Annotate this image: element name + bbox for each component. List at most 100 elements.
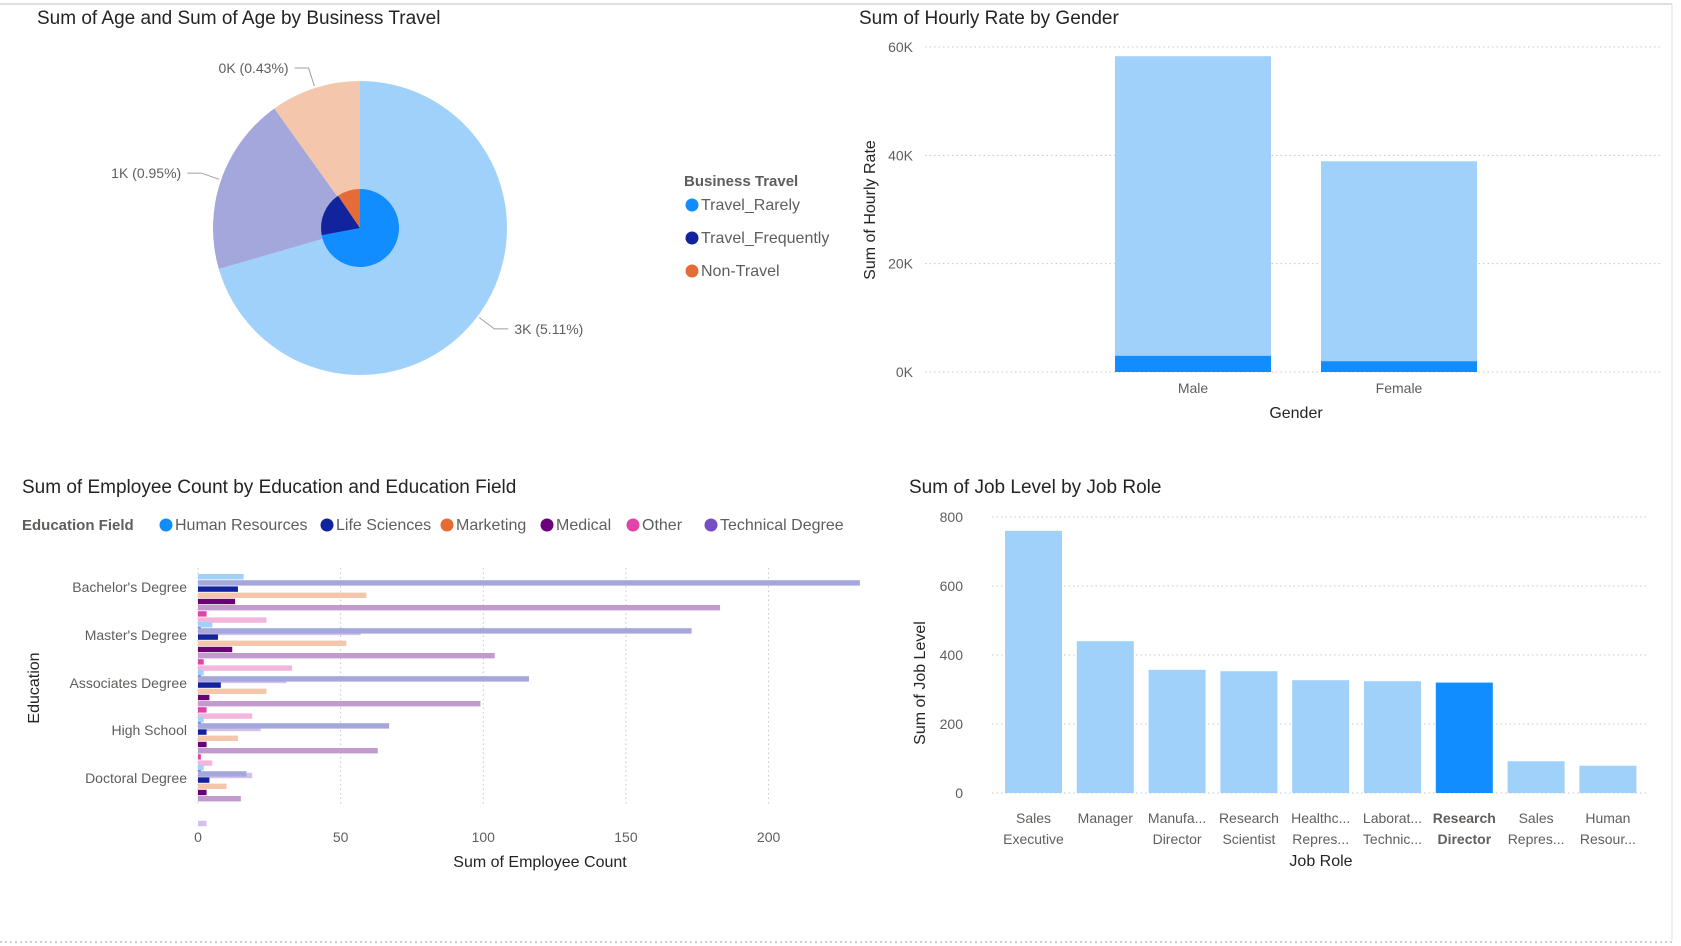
jobrole-x-tick-7-1: Repres... [1508, 831, 1565, 847]
education-bar-1-5[interactable] [198, 653, 495, 659]
jobrole-bar-0[interactable] [1005, 530, 1062, 793]
education-bar-1-6[interactable] [198, 659, 204, 665]
jobrole-bar-6[interactable] [1435, 682, 1493, 793]
pie-legend-item-0[interactable]: Travel_Rarely [701, 197, 800, 214]
jobrole-bar-2[interactable] [1148, 669, 1206, 793]
education-legend-item-3[interactable]: Medical [556, 517, 611, 534]
education-legend-item-0[interactable]: Human Resources [175, 517, 308, 534]
education-bar-0-1[interactable] [198, 580, 860, 586]
education-bar-3-2[interactable] [198, 729, 207, 735]
education-bar-3-0[interactable] [198, 717, 204, 723]
gender-bar-base-1[interactable] [1321, 361, 1477, 372]
jobrole-y-tick-3: 600 [940, 578, 964, 594]
education-legend-marker-3 [540, 518, 554, 532]
pie-inner-ring[interactable] [321, 189, 399, 267]
education-bar-4-4[interactable] [198, 789, 207, 796]
education-bar-4-3[interactable] [198, 783, 227, 789]
education-bar-1-2[interactable] [198, 634, 218, 640]
education-bar-4-2[interactable] [198, 777, 210, 783]
gender-x-tick-0: Male [1178, 380, 1209, 396]
education-bar-1-0[interactable] [198, 622, 213, 628]
jobrole-x-tick-1-0: Manager [1078, 810, 1134, 826]
gender-bar-chart[interactable]: Sum of Hourly Rate by Gender 0K 20K 40K 60K… [859, 8, 1660, 422]
pie-inner-slice-1[interactable] [321, 195, 360, 236]
pie-outer-slice-2[interactable] [274, 81, 360, 228]
jobrole-chart-title: Sum of Job Level by Job Role [909, 477, 1161, 498]
education-legend-item-2[interactable]: Marketing [456, 517, 526, 534]
gender-x-axis-title: Gender [1269, 405, 1323, 422]
education-legend-item-4[interactable]: Other [642, 517, 683, 534]
education-bar-4-1[interactable] [198, 771, 247, 777]
jobrole-x-tick-8-1: Resour... [1580, 831, 1636, 847]
education-bar-3-6[interactable] [198, 754, 201, 760]
education-legend-marker-2 [440, 518, 454, 532]
education-legend-item-1[interactable]: Life Sciences [336, 517, 431, 534]
jobrole-x-tick-0-0: Sales [1016, 810, 1051, 826]
education-legend[interactable]: Human Resources Life Sciences Marketing Med… [159, 517, 844, 534]
education-bar-3-1[interactable] [198, 723, 390, 729]
education-bar-1-1[interactable] [198, 628, 692, 634]
gender-bars[interactable] [1115, 56, 1477, 372]
jobrole-bar-8[interactable] [1579, 765, 1637, 793]
gender-bar-base-0[interactable] [1115, 355, 1271, 372]
jobrole-x-tick-3-0: Research [1219, 810, 1279, 826]
jobrole-x-tick-5-1: Technic... [1363, 831, 1422, 847]
jobrole-bars[interactable] [1005, 530, 1637, 793]
education-bar-0-5[interactable] [198, 605, 721, 611]
education-bar-3-5[interactable] [198, 748, 378, 754]
education-bar-4-0[interactable] [198, 765, 204, 771]
jobrole-bar-4[interactable] [1292, 680, 1350, 793]
pie-legend-item-2[interactable]: Non-Travel [701, 263, 780, 280]
pie-inner-slice-0[interactable] [321, 189, 399, 267]
education-bar-2-5[interactable] [198, 701, 481, 707]
jobrole-bar-1[interactable] [1076, 641, 1134, 793]
jobrole-x-tick-4-0: Healthc... [1291, 810, 1350, 826]
jobrole-bar-7[interactable] [1507, 761, 1565, 793]
jobrole-x-tick-4-1: Repres... [1292, 831, 1349, 847]
education-bar-2-3[interactable] [198, 688, 267, 694]
education-bar-3-3[interactable] [198, 735, 238, 741]
education-bar-2-6[interactable] [198, 707, 207, 713]
education-bar-1-7[interactable] [198, 665, 293, 671]
education-gridlines [197, 568, 770, 806]
gender-y-tick-3: 60K [888, 39, 914, 55]
jobrole-bar-chart[interactable]: Sum of Job Level by Job Role 0 200 400 600 8… [909, 477, 1646, 870]
education-bar-3-4[interactable] [198, 741, 207, 748]
education-bar-2-1[interactable] [198, 676, 529, 682]
education-bar-0-6[interactable] [198, 611, 207, 617]
education-bar-2-2[interactable] [198, 682, 221, 688]
education-bar-1-4[interactable] [198, 646, 233, 653]
education-bar-1-3[interactable] [198, 640, 347, 646]
education-y-tick-3: High School [112, 722, 188, 738]
education-bar-4-5[interactable] [198, 796, 241, 802]
education-bar-0-3[interactable] [198, 592, 367, 598]
pie-leader-line-2 [294, 67, 315, 87]
education-legend-item-5[interactable]: Technical Degree [720, 517, 844, 534]
education-bar-2-7[interactable] [198, 713, 253, 719]
education-x-tick-4: 200 [757, 829, 781, 845]
jobrole-x-tick-5-0: Laborat... [1363, 810, 1422, 826]
education-bar-4-9[interactable] [198, 820, 207, 827]
education-bar-2-4[interactable] [198, 694, 210, 701]
pie-legend-title: Business Travel [684, 173, 798, 190]
gender-bar-1[interactable] [1321, 161, 1477, 362]
education-bar-0-4[interactable] [198, 598, 236, 605]
education-bar-3-7[interactable] [198, 760, 213, 766]
education-bar-0-0[interactable] [198, 574, 244, 580]
pie-chart-visual[interactable]: Sum of Age and Sum of Age by Business Tr… [37, 8, 829, 375]
jobrole-bar-5[interactable] [1364, 681, 1421, 793]
jobrole-y-tick-0: 0 [955, 785, 963, 801]
jobrole-bar-3[interactable] [1220, 671, 1278, 793]
education-bar-2-0[interactable] [198, 670, 204, 676]
education-x-ticks: 0 50 100 150 200 [194, 829, 780, 845]
jobrole-x-tick-6-0: Research [1433, 810, 1496, 826]
gender-bar-0[interactable] [1115, 56, 1271, 356]
pie-legend-item-1[interactable]: Travel_Frequently [701, 230, 829, 247]
education-bars[interactable] [198, 574, 860, 827]
education-bar-0-7[interactable] [198, 617, 267, 623]
pie-legend[interactable]: Travel_Rarely Travel_Frequently Non-Travel [685, 197, 830, 280]
education-bar-0-2[interactable] [198, 586, 238, 592]
pie-inner-slice-2[interactable] [338, 189, 360, 228]
education-x-tick-3: 150 [614, 829, 638, 845]
education-bar-chart[interactable]: Sum of Employee Count by Education and E… [22, 477, 860, 871]
